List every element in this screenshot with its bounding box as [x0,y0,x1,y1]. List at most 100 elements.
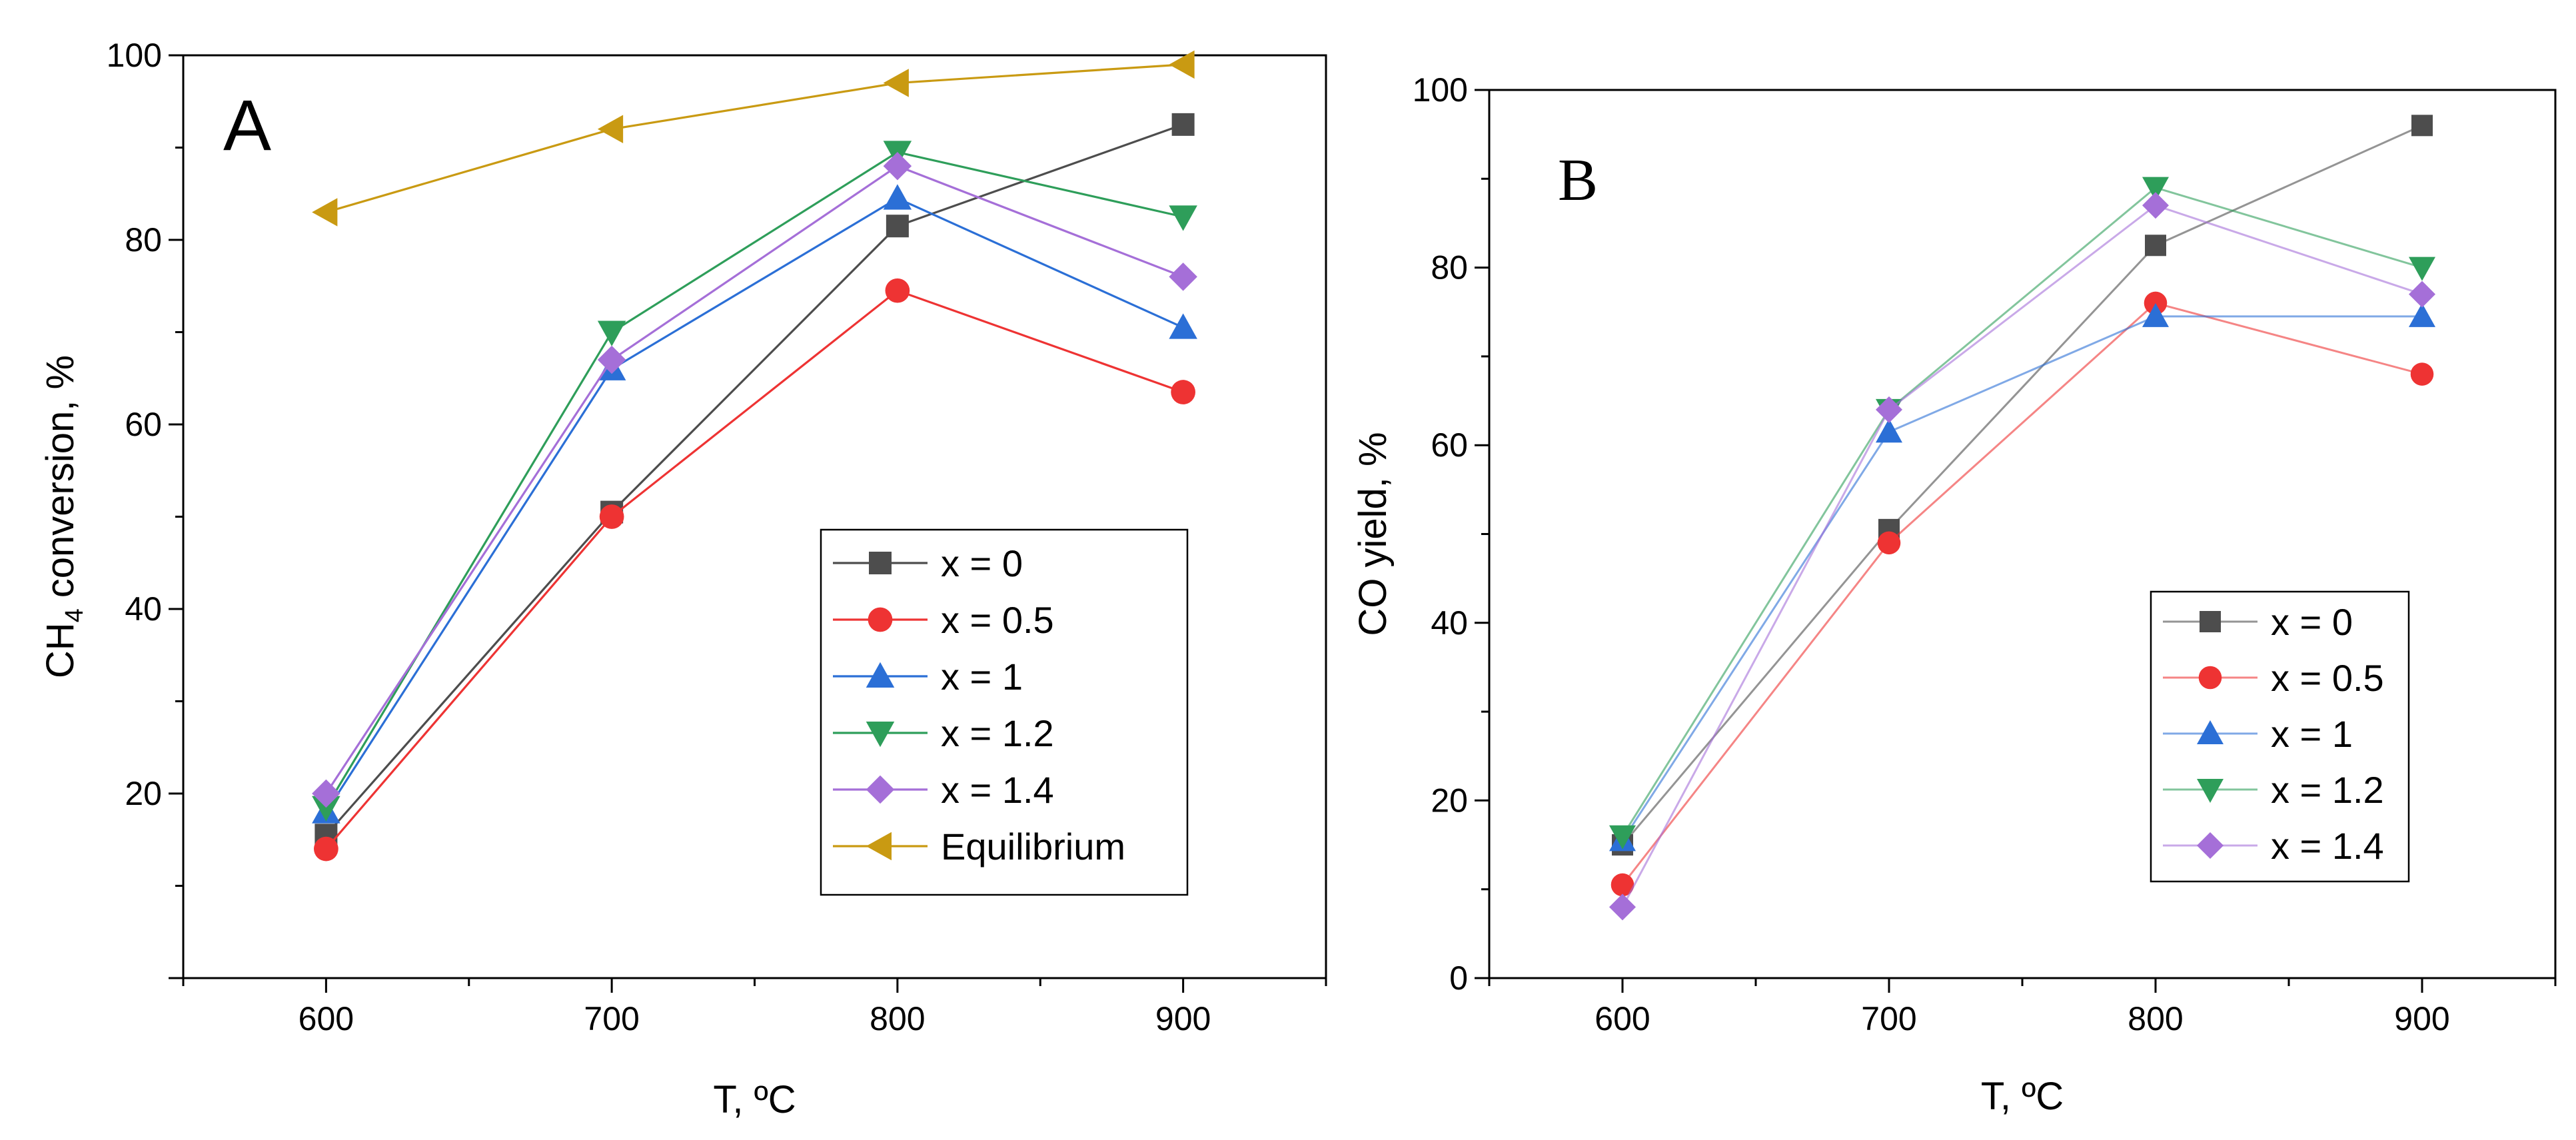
legend-item: x = 1.4 [2163,825,2384,867]
legend-marker [2197,779,2224,803]
legend-marker [866,722,895,748]
data-point [597,320,626,346]
y-tick-label: 80 [125,221,162,259]
legend-label: x = 1 [2271,713,2353,755]
legend-label: x = 1.2 [2271,769,2384,811]
data-point [1171,113,1195,136]
legend-item: Equilibrium [833,826,1125,867]
x-tick-label: 800 [2128,1000,2183,1037]
y-axis-label: CH4 conversion, % [39,355,88,678]
data-point [597,345,626,374]
legend-item: x = 1.2 [2163,769,2384,811]
series-equilibrium [312,50,1195,227]
legend: x = 0 x = 0.5 x = 1 x = 1.2 x = 1.4 [2150,590,2410,883]
legend-item: x = 1.4 [833,769,1054,811]
y-tick-label: 0 [1449,959,1468,997]
legend-label: x = 0.5 [2271,657,2384,699]
data-point [1169,313,1197,339]
series-line [325,151,1183,808]
legend-item: x = 0.5 [833,599,1054,641]
data-point [1169,263,1197,291]
y-tick-label: 80 [1431,249,1468,286]
data-point [1609,825,1636,850]
legend-marker [2197,720,2224,744]
x-tick-label: 700 [584,1000,639,1037]
x-axis-label: T, ºC [1981,1075,2064,1118]
x-tick-label: 700 [1861,1000,1916,1037]
x-tick-label: 900 [1155,1000,1211,1037]
data-point [312,779,340,808]
data-point [1169,50,1195,79]
series-x-0-5 [314,278,1195,861]
data-point [886,215,909,238]
data-point [1610,873,1634,897]
panel-label: B [1558,147,1598,213]
panel-label: A [223,85,271,165]
legend: x = 0 x = 0.5 x = 1 x = 1.2 x = 1.4 Equilibri… [820,528,1189,896]
data-point [1609,893,1636,921]
legend-marker [2197,832,2224,859]
legend-item: x = 0 [2163,601,2353,643]
legend-marker [869,552,892,574]
data-point [2409,257,2435,281]
data-point [883,151,912,181]
y-tick-label: 60 [125,406,162,443]
data-point [2145,235,2166,257]
y-tick-label: 20 [125,775,162,812]
legend-marker [868,607,893,632]
data-point [885,278,910,303]
series-line [325,197,1184,813]
chart-panel-b: 600 700 800 900 0 20 40 60 80 100 T, ºC CO yield, %… [1351,71,2557,1118]
data-point [2142,302,2169,327]
legend-marker [866,775,895,804]
legend-label: Equilibrium [941,826,1125,867]
y-axis-label: CO yield, % [1351,432,1395,636]
data-point [599,504,624,529]
series-x-1-2 [312,141,1197,822]
y-tick-label: 40 [1431,604,1468,642]
legend-label: x = 1.4 [941,769,1054,811]
legend-marker [866,662,895,688]
legend-box [820,528,1189,896]
series-line [1621,315,2422,842]
legend-item: x = 1.2 [833,712,1054,754]
legend-box [2150,590,2410,883]
data-point [314,836,338,861]
legend-label: x = 0.5 [941,599,1054,641]
legend-item: x = 1 [833,656,1023,698]
series-line [325,123,1184,836]
x-tick-label: 800 [870,1000,925,1037]
series-line [1621,204,2423,908]
legend-marker [2200,611,2221,632]
legend-marker [2198,666,2222,690]
data-point [883,184,912,210]
series-x-1-4 [312,151,1197,808]
legend-label: x = 0 [2271,601,2353,643]
data-point [2409,302,2435,327]
legend-label: x = 1.2 [941,712,1054,754]
data-point [1169,205,1197,231]
legend-item: x = 0 [833,542,1023,584]
series-x-1-4 [1609,192,2435,921]
x-tick-label: 600 [1595,1000,1650,1037]
y-tick-label: 40 [125,590,162,628]
y-tick-label: 20 [1431,782,1468,819]
data-point [312,198,338,227]
legend-label: x = 1 [941,656,1023,698]
series-x-0-5 [1610,291,2434,897]
legend-label: x = 1.4 [2271,825,2384,867]
data-point [1877,531,1901,555]
data-point [1876,418,1902,443]
series-x-1 [312,184,1197,824]
x-axis-label: T, ºC [713,1078,796,1121]
data-point [883,69,909,97]
data-point [2410,362,2434,386]
legend-item: x = 1 [2163,713,2353,755]
legend-label: x = 0 [941,542,1023,584]
chart-panel-a: 600 700 800 900 20 40 60 80 100 T, ºC CH4 conversi… [39,37,1327,1121]
x-tick-label: 900 [2394,1000,2449,1037]
data-point [312,796,340,822]
data-point [2411,115,2433,137]
y-tick-label: 100 [1413,71,1468,109]
